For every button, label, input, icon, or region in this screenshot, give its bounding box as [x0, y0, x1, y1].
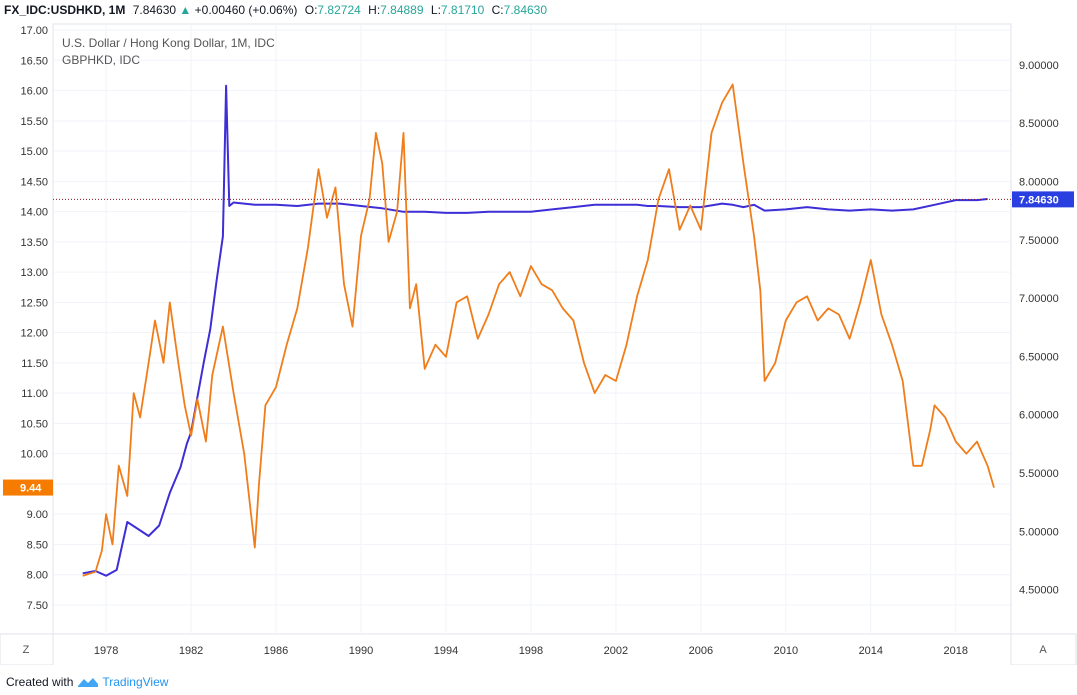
- open-label: O:: [304, 3, 318, 17]
- created-with-text: Created with: [6, 675, 74, 689]
- left-axis-mode-label: Z: [23, 644, 30, 656]
- close-label: C:: [491, 3, 504, 17]
- right-tick-label: 6.00000: [1019, 410, 1059, 422]
- left-tick-label: 10.50: [20, 418, 48, 430]
- right-tick-label: 4.50000: [1019, 585, 1059, 597]
- usdhkd-last-value: 7.84630: [1019, 194, 1059, 206]
- low-value: 7.81710: [440, 3, 485, 17]
- left-tick-label: 14.00: [20, 207, 48, 219]
- compare-series-legend[interactable]: GBPHKD, IDC: [62, 53, 140, 67]
- right-tick-label: 8.00000: [1019, 176, 1059, 188]
- left-tick-label: 16.00: [20, 86, 48, 98]
- left-tick-label: 11.00: [21, 388, 48, 400]
- right-axis-mode-button[interactable]: A: [1010, 633, 1077, 666]
- left-tick-label: 13.50: [20, 237, 48, 249]
- left-tick-label: 12.50: [20, 297, 48, 309]
- right-tick-label: 5.50000: [1019, 468, 1059, 480]
- x-tick-label: 1998: [519, 645, 543, 657]
- x-axis[interactable]: 1978 1982 1986 1990 1994 1998 2002 2006 2010 2014…: [94, 645, 968, 657]
- main-series-legend[interactable]: U.S. Dollar / Hong Kong Dollar, 1M, IDC: [62, 36, 275, 50]
- gbphkd-last-value-badge: [3, 479, 53, 496]
- last-price: 7.84630: [132, 3, 177, 17]
- right-last-badge: 7.84630: [1012, 191, 1074, 208]
- right-tick-label: 9.00000: [1019, 60, 1059, 72]
- left-tick-label: 8.00: [27, 570, 48, 582]
- left-tick-label: 16.50: [20, 55, 48, 67]
- x-tick-label: 2014: [859, 645, 883, 657]
- high-label: H:: [368, 3, 381, 17]
- tradingview-brand: TradingView: [102, 675, 169, 689]
- x-tick-label: 2006: [689, 645, 713, 657]
- x-tick-label: 1986: [264, 645, 288, 657]
- x-tick-label: 1978: [94, 645, 118, 657]
- usdhkd-series-line[interactable]: [82, 84, 988, 577]
- left-axis[interactable]: 17.00 16.50 16.00 15.50 15.00 14.50 14.00 13.50…: [20, 25, 48, 612]
- x-tick-label: 1982: [179, 645, 203, 657]
- price-chart[interactable]: 1978 1982 1986 1990 1994 1998 2002 2006 2010 2014…: [0, 20, 1077, 666]
- left-tick-label: 11.50: [21, 358, 48, 370]
- right-axis-mode-label: A: [1039, 644, 1047, 656]
- left-axis-mode-button[interactable]: Z: [0, 633, 54, 666]
- left-tick-label: 17.00: [20, 25, 48, 37]
- left-tick-label: 12.00: [20, 328, 48, 340]
- left-tick-label: 15.50: [20, 116, 48, 128]
- price-change: +0.00460 (+0.06%): [194, 3, 298, 17]
- left-tick-label: 15.00: [20, 146, 48, 158]
- x-tick-label: 1994: [434, 645, 458, 657]
- right-tick-label: 7.50000: [1019, 235, 1059, 247]
- tradingview-link[interactable]: TradingView: [77, 675, 168, 689]
- x-tick-label: 1990: [349, 645, 373, 657]
- gbphkd-last-value: 9.44: [20, 483, 42, 495]
- tradingview-logo-icon: [78, 678, 99, 687]
- symbol-header: FX_IDC:USDHKD, 1M 7.84630 ▲ +0.00460 (+0…: [4, 3, 547, 19]
- low-label: L:: [430, 3, 441, 17]
- left-tick-label: 14.50: [20, 176, 48, 188]
- x-tick-label: 2018: [944, 645, 968, 657]
- right-tick-label: 7.00000: [1019, 293, 1059, 305]
- series-layer: [82, 83, 995, 577]
- open-value: 7.82724: [317, 3, 361, 17]
- left-tick-label: 8.50: [27, 539, 48, 551]
- change-up-icon: ▲: [179, 3, 192, 17]
- right-tick-label: 8.50000: [1019, 118, 1059, 130]
- left-tick-label: 13.00: [20, 267, 48, 279]
- x-tick-label: 2002: [604, 645, 628, 657]
- plot-area[interactable]: [52, 23, 1012, 635]
- footer: Created with TradingView: [6, 675, 168, 689]
- symbol-title[interactable]: FX_IDC:USDHKD, 1M: [4, 3, 126, 17]
- left-last-badge: 9.44: [3, 479, 53, 496]
- usdhkd-last-value-badge: [1012, 191, 1074, 208]
- left-tick-label: 9.00: [27, 509, 48, 521]
- right-axis[interactable]: 9.00000 8.50000 8.00000 7.50000 7.00000 6.500…: [1019, 60, 1059, 597]
- x-tick-label: 2010: [774, 645, 798, 657]
- right-tick-label: 6.50000: [1019, 351, 1059, 363]
- right-tick-label: 5.00000: [1019, 526, 1059, 538]
- close-value: 7.84630: [503, 3, 548, 17]
- left-tick-label: 7.50: [27, 600, 48, 612]
- chart-frame[interactable]: 1978 1982 1986 1990 1994 1998 2002 2006 2010 2014…: [0, 20, 1077, 666]
- left-tick-label: 10.00: [20, 449, 48, 461]
- gbphkd-series-line[interactable]: [82, 83, 995, 577]
- high-value: 7.84889: [380, 3, 424, 17]
